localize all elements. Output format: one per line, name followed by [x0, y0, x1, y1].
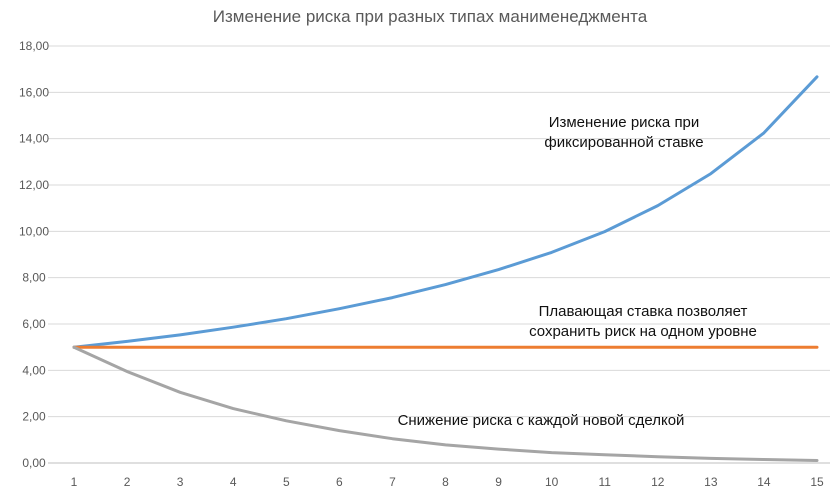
series-lines: [72, 75, 819, 462]
x-tick-label: 13: [704, 475, 718, 489]
y-tick-label: 12,00: [19, 178, 49, 192]
y-tick-label: 0,00: [22, 456, 46, 470]
y-tick-label: 16,00: [19, 85, 49, 99]
x-axis-tick-labels: 1 2 3 4 5 6 7 8 9 10 11 12 13 14 15: [71, 475, 824, 489]
x-tick-label: 9: [495, 475, 502, 489]
y-tick-label: 6,00: [22, 317, 46, 331]
y-tick-label: 8,00: [22, 271, 46, 285]
y-tick-label: 2,00: [22, 410, 46, 424]
y-tick-label: 10,00: [19, 224, 49, 238]
chart-annotation: фиксированной ставке: [544, 134, 703, 151]
x-tick-label: 5: [283, 475, 290, 489]
chart-annotation: Плавающая ставка позволяет: [539, 303, 748, 320]
x-tick-label: 10: [545, 475, 559, 489]
chart-annotation: Снижение риска с каждой новой сделкой: [398, 412, 685, 429]
x-tick-label: 1: [71, 475, 78, 489]
chart-title: Изменение риска при разных типах манимен…: [213, 7, 648, 26]
x-tick-label: 11: [598, 475, 611, 489]
x-tick-label: 6: [336, 475, 343, 489]
x-tick-label: 7: [389, 475, 396, 489]
chart-annotation: Изменение риска при: [549, 114, 700, 131]
x-tick-label: 8: [442, 475, 449, 489]
series-line-fixed-rate: [72, 75, 819, 349]
x-tick-label: 3: [177, 475, 184, 489]
y-axis-tick-labels: 0,00 2,00 4,00 6,00 8,00 10,00 12,00 14,00 16,00…: [19, 39, 49, 470]
x-tick-label: 12: [651, 475, 665, 489]
x-tick-label: 2: [124, 475, 131, 489]
chart-annotation: сохранить риск на одном уровне: [529, 323, 757, 340]
y-tick-label: 18,00: [19, 39, 49, 53]
x-tick-label: 4: [230, 475, 237, 489]
series-line-decreasing-risk: [72, 345, 819, 462]
y-tick-label: 14,00: [19, 132, 49, 146]
annotations: Изменение риска при фиксированной ставке П…: [398, 114, 757, 429]
gridlines: [48, 45, 830, 464]
x-tick-label: 14: [757, 475, 771, 489]
x-tick-label: 15: [810, 475, 824, 489]
y-tick-label: 4,00: [22, 363, 46, 377]
